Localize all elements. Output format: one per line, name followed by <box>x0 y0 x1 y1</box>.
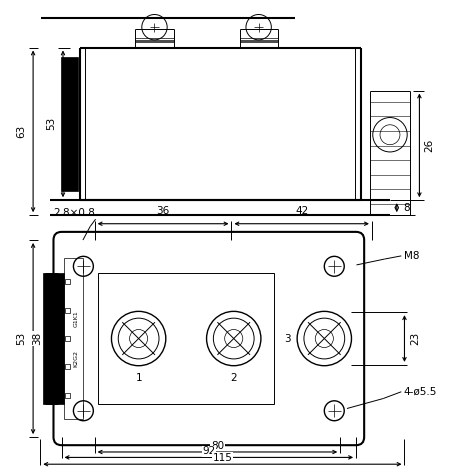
Bar <box>65 279 70 284</box>
Text: 8: 8 <box>404 203 410 212</box>
Text: 4-ø5.5: 4-ø5.5 <box>404 387 437 397</box>
Text: 53: 53 <box>17 332 26 345</box>
Bar <box>61 57 78 191</box>
Bar <box>65 393 70 398</box>
Text: 42: 42 <box>295 206 308 217</box>
Text: 3: 3 <box>284 333 290 343</box>
Text: 92: 92 <box>202 446 215 456</box>
Text: 26: 26 <box>424 139 434 152</box>
Text: 115: 115 <box>212 453 232 463</box>
Text: G1K1: G1K1 <box>73 310 78 326</box>
Text: 2: 2 <box>230 374 237 383</box>
Bar <box>65 365 70 369</box>
Bar <box>65 308 70 313</box>
Text: 36: 36 <box>156 206 170 217</box>
Text: 23: 23 <box>410 332 421 345</box>
Bar <box>42 273 64 405</box>
Text: 2.8×0.8: 2.8×0.8 <box>53 208 95 218</box>
Text: 1: 1 <box>135 374 142 383</box>
Bar <box>98 273 275 405</box>
Text: M8: M8 <box>404 251 419 261</box>
Text: K2G2: K2G2 <box>73 350 78 367</box>
Text: 63: 63 <box>17 125 26 138</box>
Text: 80: 80 <box>211 441 224 451</box>
Text: 38: 38 <box>33 332 42 345</box>
Text: 53: 53 <box>46 117 56 130</box>
Bar <box>64 258 84 419</box>
Bar <box>65 336 70 341</box>
